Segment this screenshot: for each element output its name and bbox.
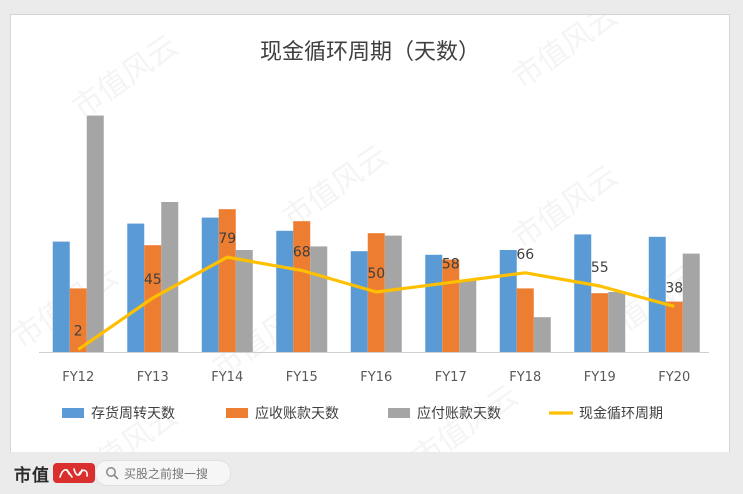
logo-text: 市值 [14, 465, 50, 486]
legend-label: 存货周转天数 [91, 405, 175, 422]
legend-swatch [62, 408, 84, 418]
footer-bar: 市值 买股之前搜一搜 [0, 452, 743, 494]
bar-3 [235, 250, 253, 352]
legend-label: 应付账款天数 [417, 405, 501, 422]
site-logo[interactable]: 市值 [14, 461, 95, 486]
legend-swatch [388, 408, 410, 418]
bar-3 [86, 115, 104, 352]
line-data-label: 38 [665, 280, 683, 296]
legend-label: 应收账款天数 [255, 405, 339, 422]
legend-label: 现金循环周期 [579, 406, 663, 422]
line-data-label: 55 [591, 260, 609, 276]
bar-2 [293, 221, 311, 352]
bar-1 [648, 236, 666, 352]
x-tick-label: FY17 [435, 370, 467, 385]
line-data-label: 79 [218, 231, 236, 247]
search-box[interactable]: 买股之前搜一搜 [95, 460, 231, 486]
plot-area: FY12 FY13 FY14 FY15 FY16 FY17 FY18 FY19 FY20 2 45 7… [39, 115, 709, 385]
logo-badge [53, 463, 95, 483]
x-tick-label: FY20 [658, 370, 690, 385]
bar-1 [52, 241, 70, 352]
x-tick-label: FY19 [584, 370, 616, 385]
bar-3 [608, 292, 626, 352]
bar-3 [533, 317, 551, 352]
chart-card: 市值风云市值风云市值风云市值风云市值风云市值风云市值风云市值风云市值风云 现金循… [10, 14, 730, 453]
bar-1 [276, 230, 294, 352]
bar-2 [442, 259, 460, 352]
bar-2 [591, 293, 609, 352]
watermarks: 市值风云市值风云市值风云市值风云市值风云市值风云市值风云市值风云市值风云 [11, 15, 705, 452]
x-tick-label: FY16 [360, 370, 392, 385]
bar-2 [665, 301, 683, 352]
bar-1 [425, 254, 443, 352]
line-series [77, 255, 675, 351]
search-placeholder: 买股之前搜一搜 [124, 466, 209, 481]
watermark-text: 市值风云 [66, 28, 184, 125]
line-data-label: 45 [144, 272, 162, 288]
x-tick-label: FY15 [286, 370, 318, 385]
x-tick-label: FY18 [509, 370, 541, 385]
legend-swatch [226, 408, 248, 418]
x-tick-label: FY12 [62, 370, 94, 385]
watermark-text: 市值风云 [506, 158, 624, 255]
bar-3 [161, 202, 179, 352]
x-tick-label: FY13 [137, 370, 169, 385]
line-data-label: 66 [516, 247, 534, 263]
logo-badge-script [59, 468, 88, 478]
bar-3 [682, 253, 700, 352]
bar-1 [574, 234, 592, 352]
bar-2 [218, 209, 236, 352]
bar-2 [516, 288, 534, 352]
bar-2 [69, 288, 87, 352]
bar-1 [350, 251, 368, 352]
bar-1 [127, 223, 145, 352]
chart: 市值风云市值风云市值风云市值风云市值风云市值风云市值风云市值风云市值风云 现金循… [11, 15, 709, 452]
bar-3 [310, 246, 328, 352]
bar-1 [201, 217, 219, 352]
chart-title: 现金循环周期（天数） [260, 40, 480, 65]
line-data-label: 2 [74, 324, 83, 340]
legend: 存货周转天数 应收账款天数 应付账款天数 现金循环周期 [62, 405, 663, 422]
line-data-label: 68 [293, 244, 311, 260]
watermark-text: 市值风云 [506, 15, 624, 96]
line-data-label: 50 [367, 266, 385, 282]
x-tick-label: FY14 [211, 370, 243, 385]
line-data-label: 58 [442, 256, 460, 272]
bar-1 [499, 250, 517, 352]
bar-3 [459, 280, 477, 352]
bar-3 [384, 235, 402, 352]
search-icon [106, 467, 119, 480]
